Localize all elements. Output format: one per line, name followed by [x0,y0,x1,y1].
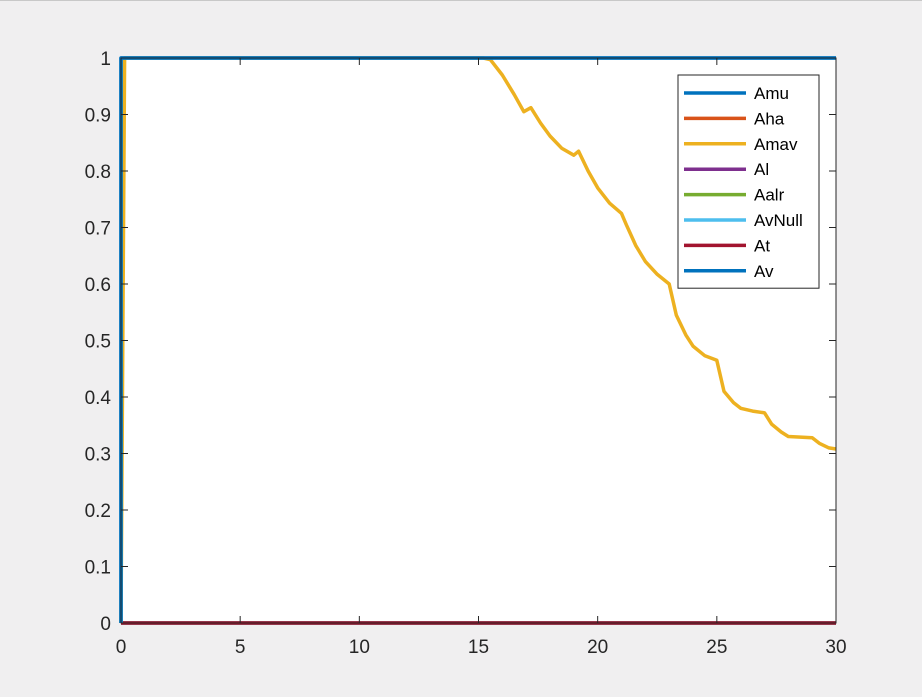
x-tick-label: 20 [587,637,608,658]
legend-box [677,74,820,289]
legend-label-aha: Aha [754,109,785,128]
y-tick-label: 0.4 [85,388,112,409]
y-tick-label: 0.6 [85,275,111,296]
x-tick-label: 0 [116,637,127,658]
legend-label-al: Al [754,160,769,179]
x-tick-label: 5 [235,637,246,658]
x-tick-label: 30 [825,637,846,658]
y-tick-label: 0.2 [85,501,111,522]
y-tick-label: 0.5 [85,332,111,353]
legend-label-aalr: Aalr [754,186,785,205]
x-tick-label: 10 [349,637,370,658]
legend-label-amu: Amu [754,84,789,103]
y-tick-label: 0.9 [85,106,111,127]
y-tick-label: 0.8 [85,162,111,183]
y-tick-label: 1 [100,49,111,70]
ticks-layer: 0 5 10 15 20 25 30 0 0.1 0.2 0.3 0.4 0.5 0.6 0.7 0.8 0.9… [85,49,847,658]
x-tick-label: 15 [468,637,489,658]
x-tick-label: 25 [706,637,727,658]
legend-label-amav: Amav [754,135,798,154]
series-line-amav [119,56,837,624]
legend-label-at: At [754,236,770,255]
y-tick-label: 0.3 [85,445,111,466]
y-tick-label: 0.1 [85,558,111,579]
legend-label-avnull: AvNull [754,211,803,230]
y-tick-label: 0 [100,614,111,635]
legend: Amu Aha Amav Al Aalr AvNull At Av [677,74,820,289]
y-tick-label: 0.7 [85,219,111,240]
legend-label-av: Av [754,262,774,281]
